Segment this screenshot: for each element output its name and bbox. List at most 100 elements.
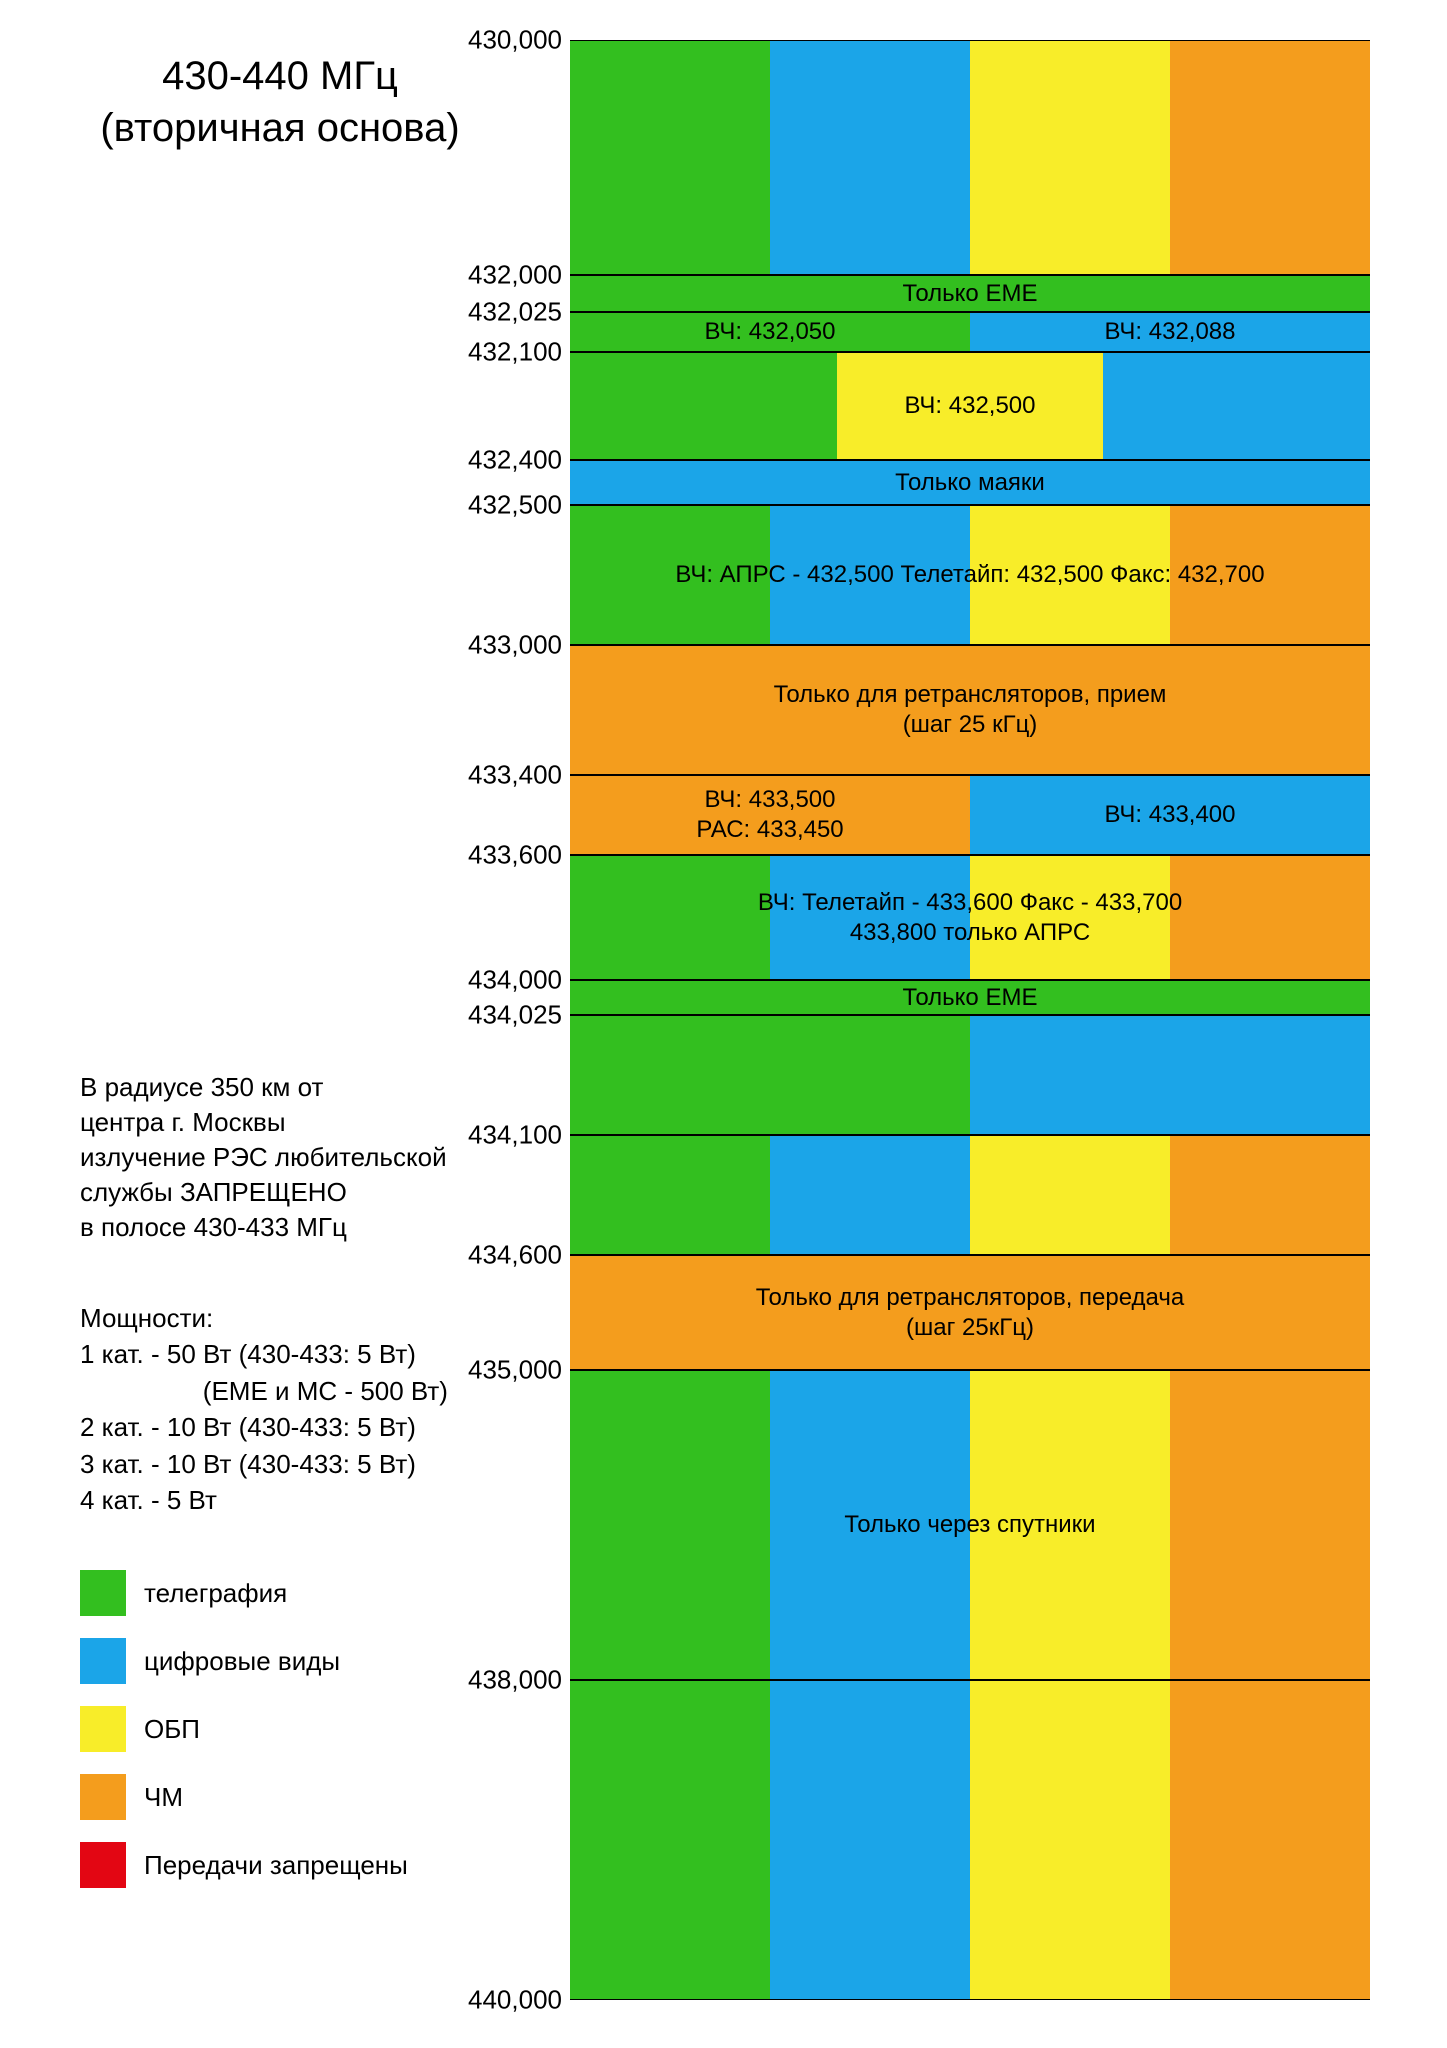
band-segment [570,1135,770,1255]
y-tick-label: 433,000 [468,630,570,661]
band-segment [770,1135,970,1255]
band [570,352,1370,460]
note-line: центра г. Москвы [80,1105,460,1140]
y-tick-label: 432,400 [468,445,570,476]
legend-label: Передачи запрещены [144,1850,408,1881]
band-segment [570,1015,970,1135]
band [570,1015,1370,1135]
title-block: 430-440 МГц (вторичная основа) [80,50,480,154]
band-segment [970,505,1170,645]
legend-row: ОБП [80,1706,408,1752]
page: 430-440 МГц (вторичная основа) В радиусе… [0,0,1447,2048]
band-segment [837,352,1104,460]
legend-label: цифровые виды [144,1646,340,1677]
legend-row: ЧМ [80,1774,408,1820]
band-segment [570,775,970,855]
band [570,1255,1370,1370]
y-tick-label: 438,000 [468,1665,570,1696]
band [570,1680,1370,2000]
band [570,275,1370,312]
band-segment [970,1015,1370,1135]
note-line: В радиусе 350 км от [80,1070,460,1105]
legend-swatch [80,1706,126,1752]
powers-line: 2 кат. - 10 Вт (430-433: 5 Вт) [80,1409,460,1445]
y-tick-label: 440,000 [468,1985,570,2016]
y-tick-label: 432,100 [468,337,570,368]
band-segment [970,855,1170,980]
powers-block: Мощности:1 кат. - 50 Вт (430-433: 5 Вт) … [80,1300,460,1518]
y-tick-label: 434,025 [468,1000,570,1031]
band [570,505,1370,645]
band-segment [1170,855,1370,980]
y-tick-label: 432,500 [468,490,570,521]
band [570,312,1370,352]
y-tick-label: 435,000 [468,1355,570,1386]
band-segment [570,352,837,460]
powers-line: 3 кат. - 10 Вт (430-433: 5 Вт) [80,1446,460,1482]
y-tick-label: 433,600 [468,840,570,871]
note-line: в полосе 430-433 МГц [80,1210,460,1245]
band-segment [970,775,1370,855]
band-segment [570,980,1370,1015]
legend: телеграфия цифровые виды ОБП ЧМ Передачи зап… [80,1570,408,1910]
band-segment [570,855,770,980]
band-segment [770,1370,970,1680]
band-segment [1170,40,1370,275]
band-segment [570,1255,1370,1370]
y-tick-label: 434,000 [468,965,570,996]
band-segment [1170,1135,1370,1255]
y-tick-label: 432,000 [468,260,570,291]
y-tick-label: 434,600 [468,1240,570,1271]
y-tick-label: 432,025 [468,297,570,328]
band-segment [570,460,1370,505]
note-line: службы ЗАПРЕЩЕНО [80,1175,460,1210]
restriction-note: В радиусе 350 км отцентра г. Москвыизлуч… [80,1070,460,1245]
legend-swatch [80,1842,126,1888]
band-segment [970,1370,1170,1680]
y-tick-label: 433,400 [468,760,570,791]
band-segment [570,1370,770,1680]
legend-row: телеграфия [80,1570,408,1616]
band-segment [1170,1370,1370,1680]
band-segment [970,1680,1170,2000]
band [570,855,1370,980]
band [570,775,1370,855]
legend-swatch [80,1774,126,1820]
legend-swatch [80,1570,126,1616]
band [570,645,1370,775]
legend-swatch [80,1638,126,1684]
powers-title: Мощности: [80,1300,460,1336]
band-segment [770,855,970,980]
band-segment [970,40,1170,275]
band-segment [1103,352,1370,460]
note-line: излучение РЭС любительской [80,1140,460,1175]
band-segment [1170,505,1370,645]
band-segment [570,1680,770,2000]
band-segment [570,40,770,275]
band-segment [770,505,970,645]
band-segment [970,312,1370,352]
band-segment [570,645,1370,775]
title-line1: 430-440 МГц [80,50,480,102]
y-tick-label: 430,000 [468,25,570,56]
band-segment [570,275,1370,312]
title-line2: (вторичная основа) [80,102,480,154]
band [570,1135,1370,1255]
band [570,1370,1370,1680]
band [570,460,1370,505]
legend-label: телеграфия [144,1578,287,1609]
band [570,40,1370,275]
powers-line: 1 кат. - 50 Вт (430-433: 5 Вт) [80,1336,460,1372]
band-chart: 430,000432,000432,025432,100432,400432,5… [570,40,1370,2000]
band-segment [1170,1680,1370,2000]
band-segment [770,40,970,275]
powers-line: (EME и MC - 500 Вт) [80,1373,460,1409]
legend-label: ЧМ [144,1782,183,1813]
legend-label: ОБП [144,1714,200,1745]
powers-line: 4 кат. - 5 Вт [80,1482,460,1518]
band-segment [770,1680,970,2000]
band-segment [570,312,970,352]
band [570,980,1370,1015]
band-segment [970,1135,1170,1255]
legend-row: цифровые виды [80,1638,408,1684]
